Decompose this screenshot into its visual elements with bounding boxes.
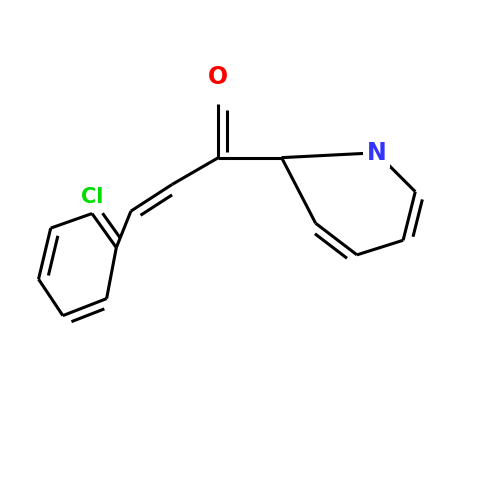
Text: O: O (208, 66, 229, 90)
Text: Cl: Cl (81, 186, 103, 206)
Text: N: N (366, 141, 386, 165)
